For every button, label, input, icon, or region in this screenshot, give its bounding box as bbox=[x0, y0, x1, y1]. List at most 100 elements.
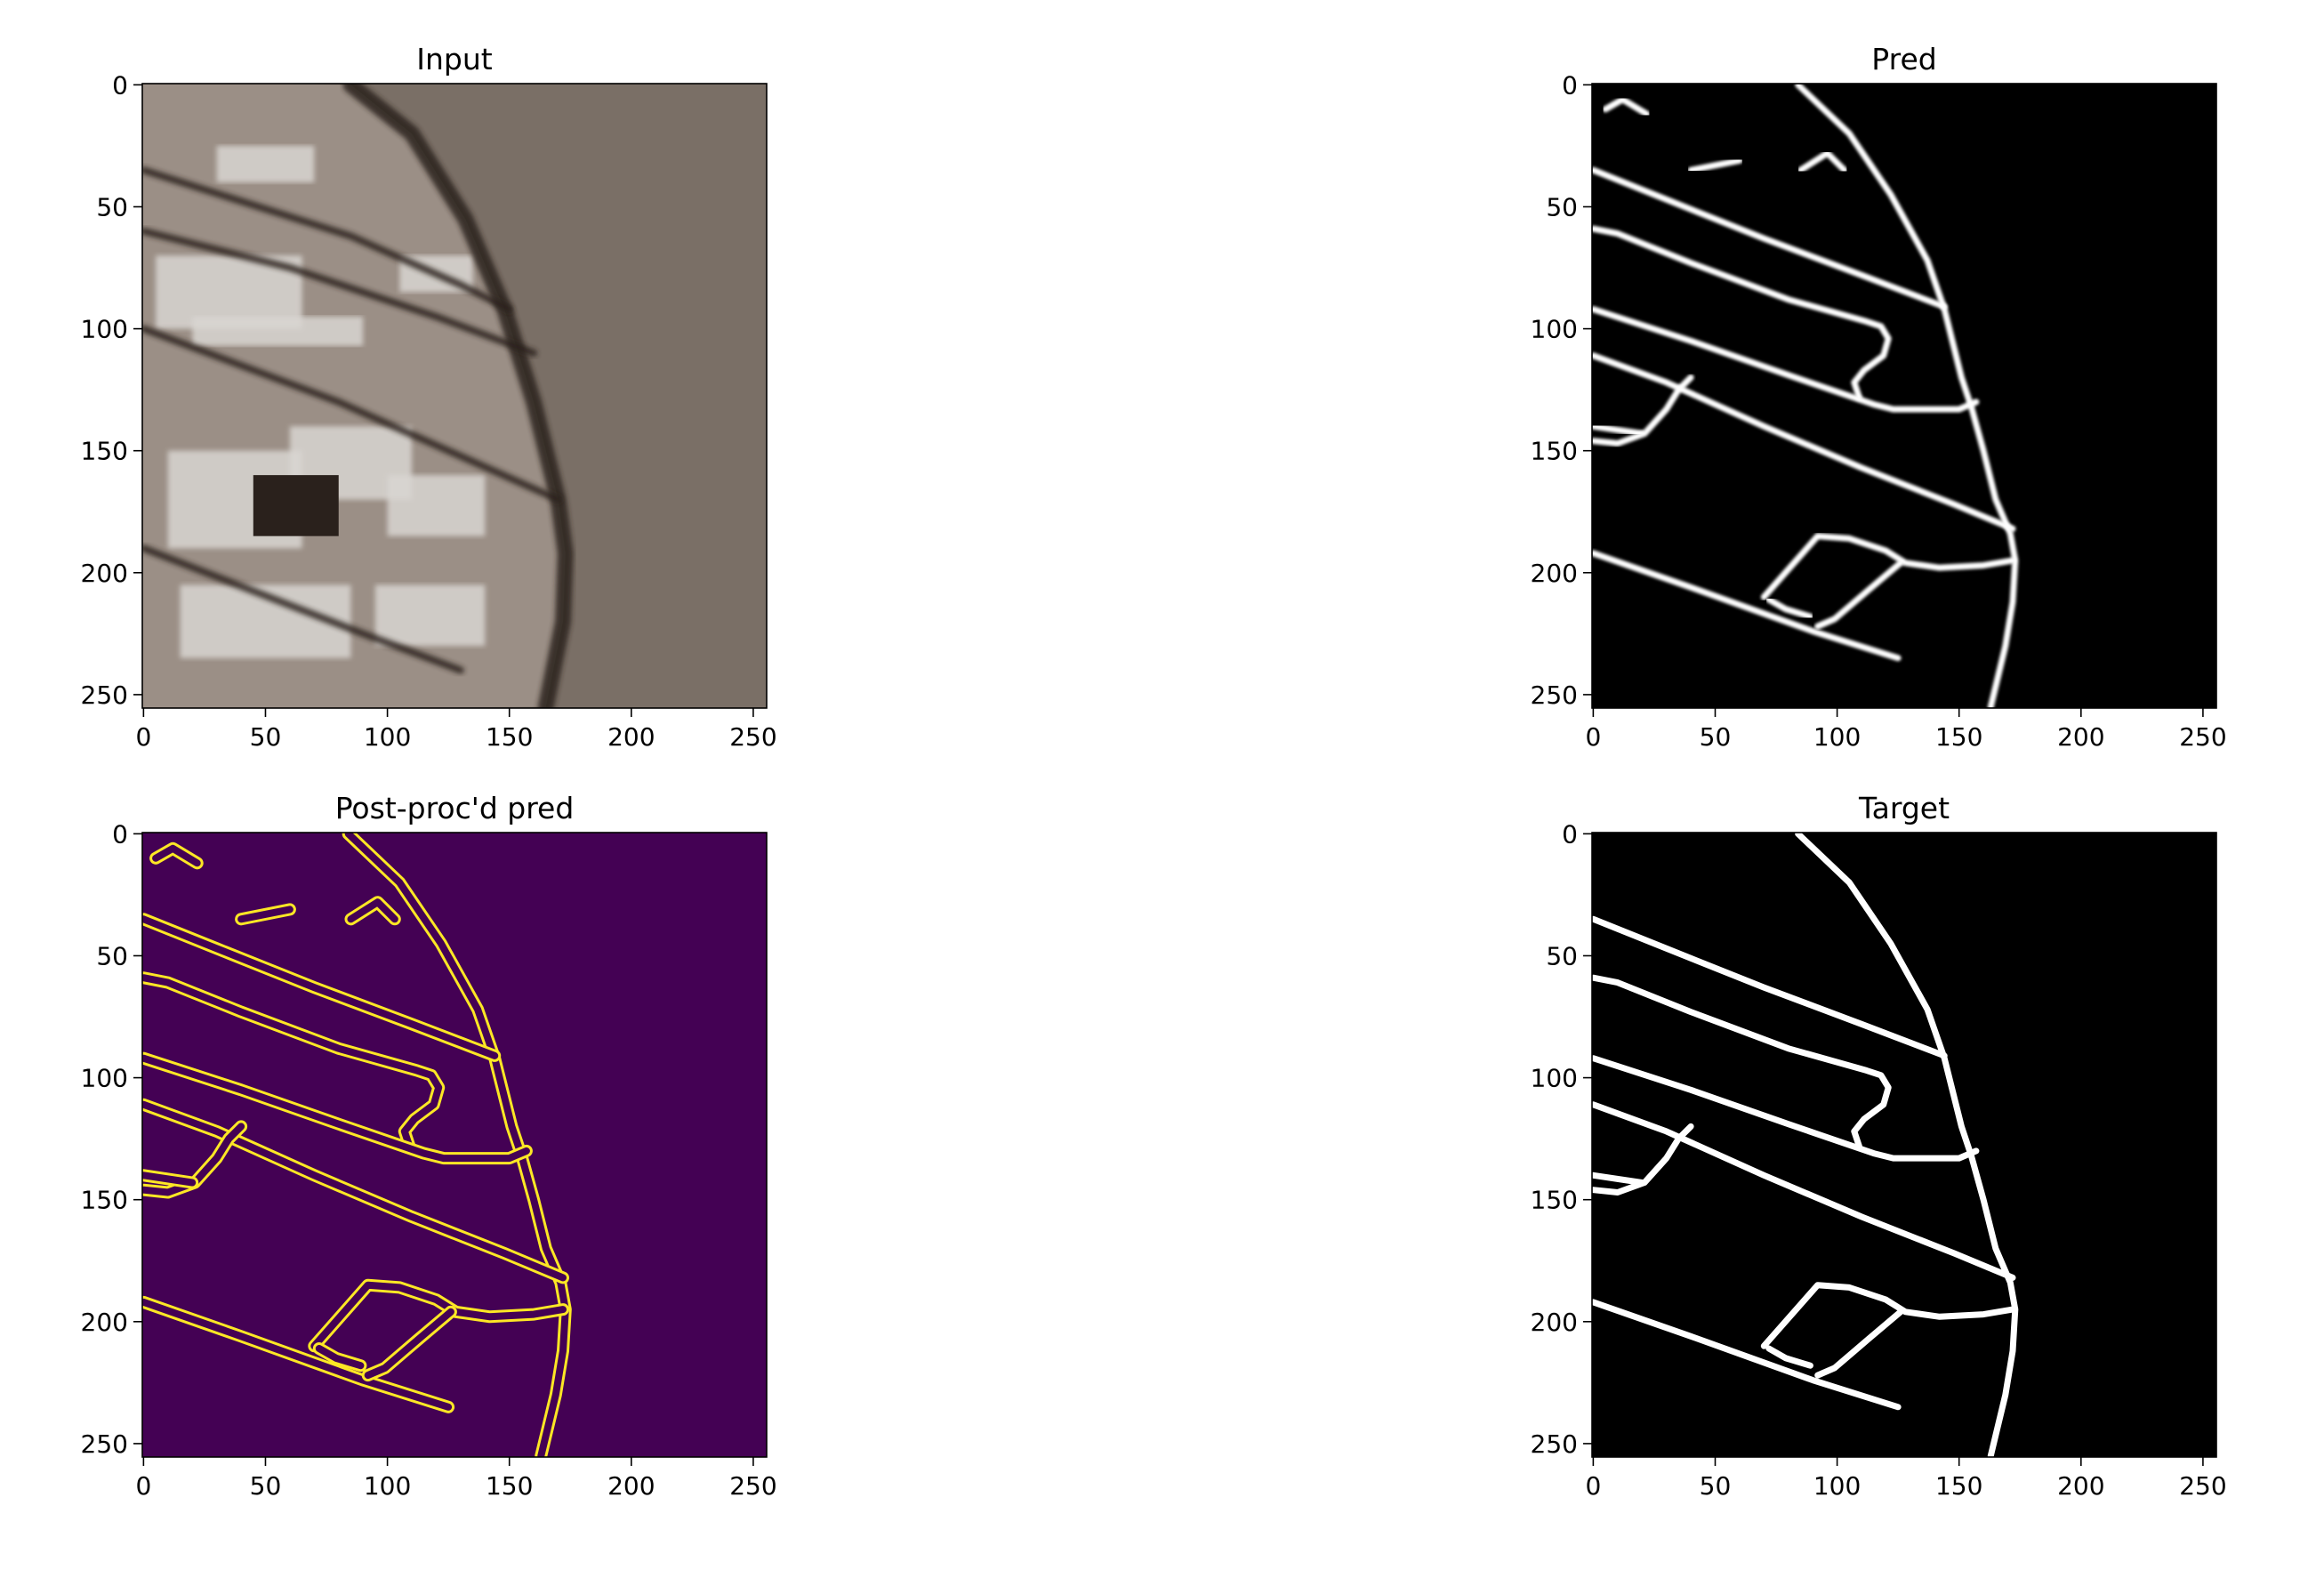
road-line bbox=[1592, 1055, 1980, 1162]
axes-frame bbox=[1591, 832, 2217, 1458]
road-line bbox=[1760, 1282, 2016, 1349]
x-tick-label: 100 bbox=[1813, 722, 1861, 752]
y-tick-label: 100 bbox=[1531, 1064, 1578, 1093]
road-line bbox=[1592, 1299, 1902, 1411]
x-tick-label: 200 bbox=[2057, 722, 2104, 752]
road-contour-inner bbox=[315, 1345, 365, 1370]
x-tick-label: 50 bbox=[1700, 1471, 1732, 1501]
road-line bbox=[1814, 1308, 1904, 1379]
x-tick-label: 200 bbox=[2057, 1471, 2104, 1501]
road-contour-inner bbox=[237, 906, 294, 923]
y-tick-label: 200 bbox=[1531, 1308, 1578, 1337]
y-tick-label: 100 bbox=[1531, 315, 1578, 344]
y-tick-label: 250 bbox=[1531, 1429, 1578, 1459]
image-input bbox=[142, 84, 767, 708]
y-tick-label: 150 bbox=[1531, 1186, 1578, 1215]
road-line bbox=[1795, 84, 2019, 708]
y-tick-label: 250 bbox=[81, 1429, 128, 1459]
road-line bbox=[1602, 96, 1651, 117]
panel-title: Pred bbox=[1871, 42, 1936, 76]
y-tick-label: 100 bbox=[81, 1064, 128, 1093]
road-contour-inner bbox=[152, 844, 201, 867]
road-contour-inner bbox=[364, 1308, 454, 1380]
image-pred bbox=[1592, 84, 2216, 708]
road-contour-inner bbox=[142, 1100, 567, 1282]
mask-background bbox=[1592, 833, 2216, 1457]
road-line bbox=[1592, 1171, 1645, 1186]
x-tick-label: 50 bbox=[250, 1471, 282, 1501]
x-tick-label: 200 bbox=[607, 1471, 655, 1501]
road-contour-inner bbox=[142, 1171, 197, 1187]
building-block bbox=[216, 145, 315, 183]
road-contour-inner bbox=[142, 1298, 453, 1411]
road-line bbox=[1795, 833, 2019, 1457]
x-tick-label: 100 bbox=[364, 722, 411, 752]
x-tick-label: 150 bbox=[1935, 1471, 1982, 1501]
road-line bbox=[1814, 560, 1904, 630]
x-tick-label: 50 bbox=[1700, 722, 1732, 752]
road-feature bbox=[142, 544, 464, 674]
road-line bbox=[1592, 306, 1980, 413]
road-contour-inner bbox=[142, 1123, 245, 1196]
road-line bbox=[1687, 157, 1743, 173]
x-tick-label: 150 bbox=[486, 1471, 533, 1501]
building-block bbox=[374, 584, 486, 647]
y-tick-label: 50 bbox=[96, 192, 128, 221]
x-tick-label: 50 bbox=[250, 722, 282, 752]
road-line bbox=[1592, 166, 1948, 310]
road-contour-inner bbox=[344, 833, 569, 1457]
panel-title: Target bbox=[1858, 791, 1950, 825]
x-tick-label: 0 bbox=[1585, 1471, 1601, 1501]
road-feature bbox=[142, 227, 538, 357]
road-line bbox=[1592, 1123, 1694, 1196]
road-line bbox=[1592, 423, 1645, 437]
y-tick-label: 150 bbox=[81, 1186, 128, 1215]
y-tick-label: 0 bbox=[1562, 819, 1578, 849]
road-line bbox=[1760, 533, 2016, 600]
road-contour-inner bbox=[142, 1054, 530, 1163]
mask-background bbox=[1592, 84, 2216, 708]
axes-frame bbox=[1591, 83, 2217, 709]
x-tick-label: 0 bbox=[1585, 722, 1601, 752]
road-line bbox=[1765, 596, 1813, 620]
axes-frame bbox=[141, 832, 768, 1458]
y-tick-label: 200 bbox=[81, 1308, 128, 1337]
y-tick-label: 250 bbox=[81, 680, 128, 710]
road-line bbox=[1592, 550, 1902, 662]
y-tick-label: 200 bbox=[81, 559, 128, 588]
y-tick-label: 50 bbox=[96, 941, 128, 970]
x-tick-label: 0 bbox=[135, 1471, 151, 1501]
y-tick-label: 100 bbox=[81, 315, 128, 344]
image-target bbox=[1592, 833, 2216, 1457]
x-tick-label: 150 bbox=[486, 722, 533, 752]
road-line bbox=[1592, 915, 1948, 1059]
x-tick-label: 100 bbox=[364, 1471, 411, 1501]
road-line bbox=[1592, 374, 1694, 447]
road-line bbox=[1592, 352, 2016, 532]
road-line bbox=[1592, 1101, 2016, 1281]
road-line bbox=[1797, 149, 1848, 173]
x-tick-label: 250 bbox=[729, 722, 776, 752]
curve-feature bbox=[342, 84, 574, 708]
x-tick-label: 250 bbox=[2179, 722, 2226, 752]
urban-area bbox=[142, 84, 566, 708]
image-post-proc-d-pred bbox=[142, 833, 767, 1457]
y-tick-label: 250 bbox=[1531, 680, 1578, 710]
road-contour-inner bbox=[142, 915, 499, 1059]
panel-title: Input bbox=[416, 42, 493, 76]
y-tick-label: 50 bbox=[1546, 941, 1578, 970]
x-tick-label: 150 bbox=[1935, 722, 1982, 752]
x-tick-label: 200 bbox=[607, 722, 655, 752]
y-tick-label: 200 bbox=[1531, 559, 1578, 588]
road-feature bbox=[142, 166, 513, 313]
y-tick-label: 0 bbox=[112, 70, 128, 100]
panel-title: Post-proc'd pred bbox=[335, 791, 575, 825]
x-tick-label: 250 bbox=[729, 1471, 776, 1501]
x-tick-label: 250 bbox=[2179, 1471, 2226, 1501]
y-tick-label: 0 bbox=[1562, 70, 1578, 100]
road-contour-inner bbox=[142, 974, 443, 1150]
